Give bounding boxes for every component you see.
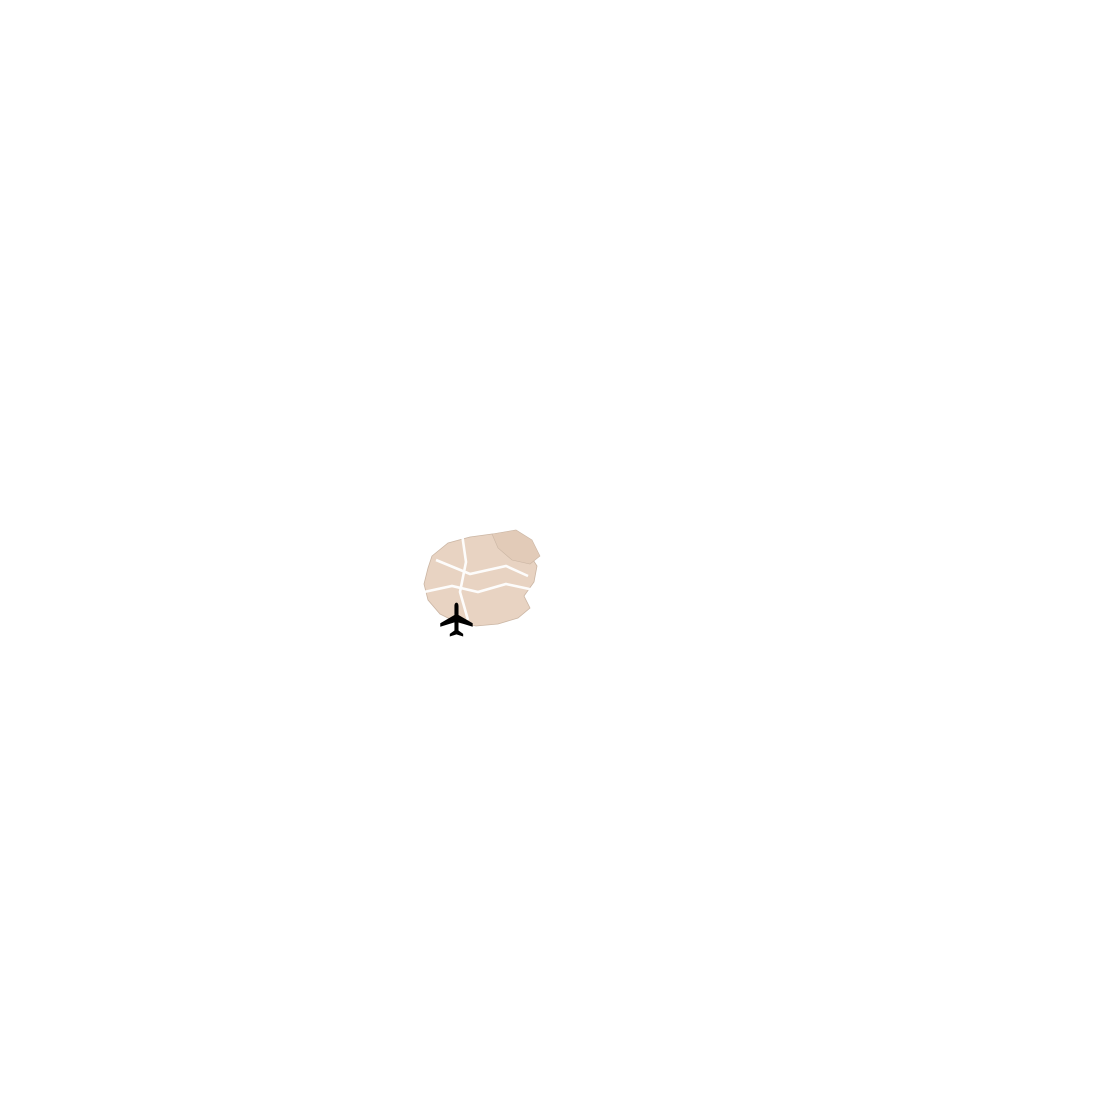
core-city-frankfurt <box>423 529 541 627</box>
map-legend <box>936 244 1096 256</box>
core-road-overlay <box>423 533 535 621</box>
airport-plane-icon <box>440 602 473 637</box>
